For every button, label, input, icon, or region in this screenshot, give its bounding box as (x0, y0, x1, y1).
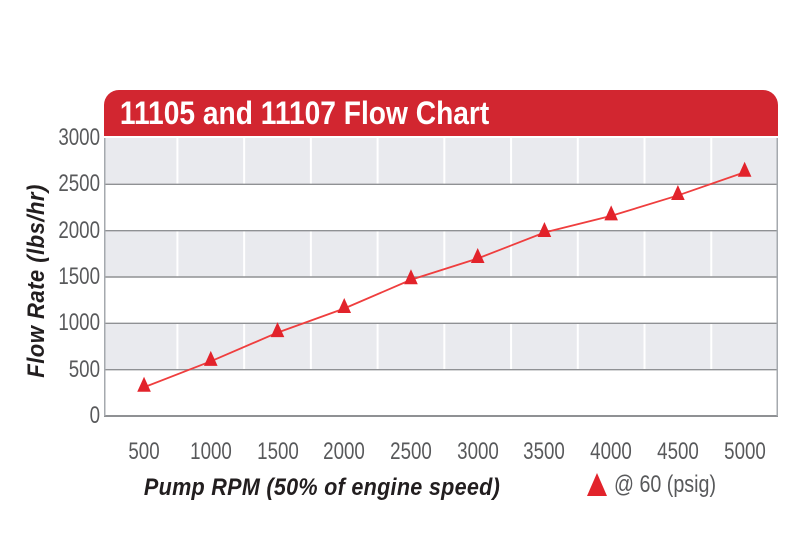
legend-label: @ 60 (psig) (614, 471, 717, 498)
x-tick-label: 2000 (323, 438, 366, 465)
x-tick-label: 1000 (189, 438, 232, 465)
plot-band (104, 277, 778, 324)
data-point-marker (470, 247, 485, 263)
data-point-marker (137, 376, 151, 392)
x-tick-label: 5000 (723, 438, 766, 465)
x-axis-title: Pump RPM (50% of engine speed) (143, 474, 501, 501)
x-axis-tick-labels: 500 1000 1500 2000 2500 3000 3500 4000 4500 5000 (104, 438, 778, 465)
x-tick-label: 4000 (590, 438, 632, 465)
x-tick-label: 3000 (456, 438, 499, 465)
x-tick-label: 3500 (523, 438, 566, 465)
data-point-marker (337, 298, 352, 314)
data-point-marker (737, 161, 752, 177)
data-point-marker (537, 222, 552, 238)
data-point-marker (604, 205, 618, 221)
plot-band (104, 369, 778, 416)
y-axis-tick-labels: 0 500 1000 1500 2000 2500 3000 (40, 124, 100, 429)
chart-title: 11105 and 11107 Flow Chart (119, 95, 490, 131)
plot-band (104, 323, 778, 370)
x-tick-label: 500 (128, 438, 160, 465)
y-tick-label: 3000 (58, 124, 100, 151)
data-point-marker (270, 322, 285, 338)
y-tick-label: 2500 (58, 170, 100, 198)
chart-header: 11105 and 11107 Flow Chart (104, 90, 778, 136)
y-tick-label: 1000 (58, 309, 100, 337)
plot-area (104, 138, 778, 417)
y-tick-label: 0 (89, 402, 100, 429)
y-axis-title: Flow Rate (lbs/hr) (23, 184, 50, 378)
flow-series-line (143, 171, 745, 389)
data-point-marker (404, 269, 418, 285)
y-tick-label: 2000 (58, 216, 100, 244)
plot-band (104, 184, 778, 231)
x-tick-label: 1500 (256, 438, 299, 465)
data-point-marker (203, 350, 218, 366)
y-tick-label: 1500 (58, 263, 100, 290)
y-tick-label: 500 (68, 355, 100, 383)
x-tick-label: 2500 (390, 438, 432, 465)
x-tick-label: 4500 (657, 438, 699, 465)
plot-band (104, 138, 778, 185)
data-point-marker (671, 184, 685, 200)
legend-triangle-icon (587, 473, 607, 496)
